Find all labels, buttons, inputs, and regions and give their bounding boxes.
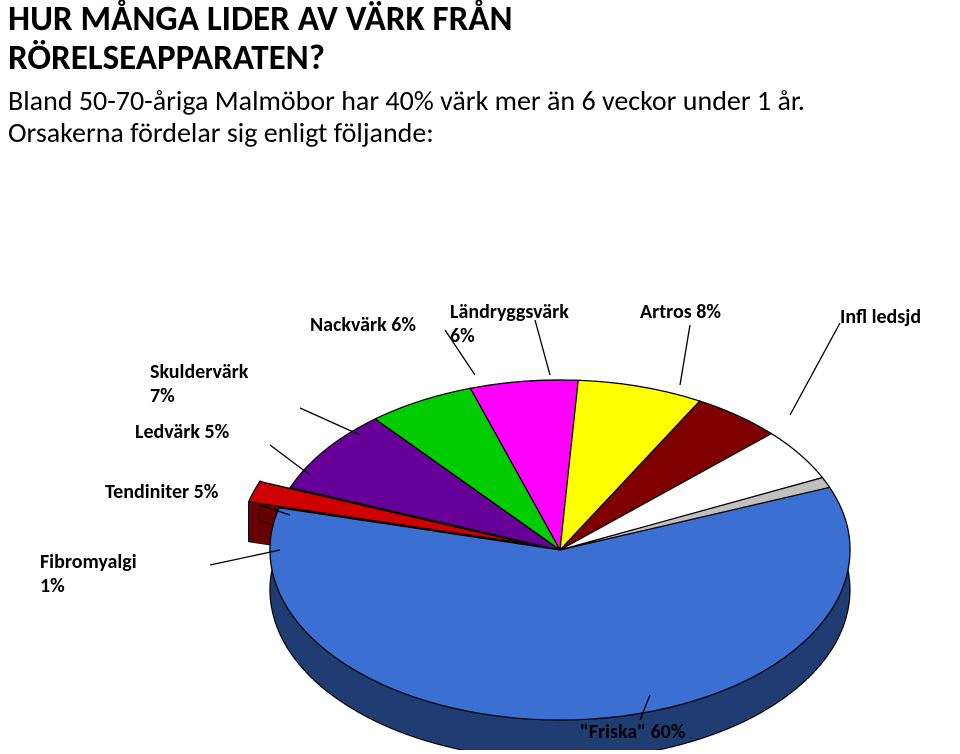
- slice-label-artros: Artros 8%: [640, 300, 721, 324]
- slice-label-ledvärk: Ledvärk 5%: [135, 420, 229, 444]
- slice-label-infl-ledsjd: Infl ledsjd: [840, 305, 921, 329]
- slice-label-nackvärk: Nackvärk 6%: [310, 313, 416, 337]
- slice-label-ländryggsvärk: Ländryggsvärk 6%: [450, 300, 569, 348]
- slice-label-skuldervärk: Skuldervärk 7%: [150, 360, 248, 408]
- leader-line: [270, 445, 310, 475]
- leader-line: [790, 323, 840, 415]
- leader-line: [210, 550, 280, 565]
- chart-title: HUR MÅNGA LIDER AV VÄRK FRÅN RÖRELSEAPPA…: [8, 0, 948, 78]
- pie-chart: Nackvärk 6% Skuldervärk 7% Ledvärk 5% Tendi…: [0, 290, 960, 750]
- slice-label-friska: "Friska" 60%: [580, 720, 685, 744]
- leader-line: [680, 325, 690, 385]
- leader-line: [300, 408, 360, 435]
- slice-label-tendiniter: Tendiniter 5%: [105, 480, 218, 504]
- slice-label-fibromyalgi: Fibromyalgi 1%: [40, 550, 137, 598]
- chart-subtitle: Bland 50-70-åriga Malmöbor har 40% värk …: [8, 85, 948, 149]
